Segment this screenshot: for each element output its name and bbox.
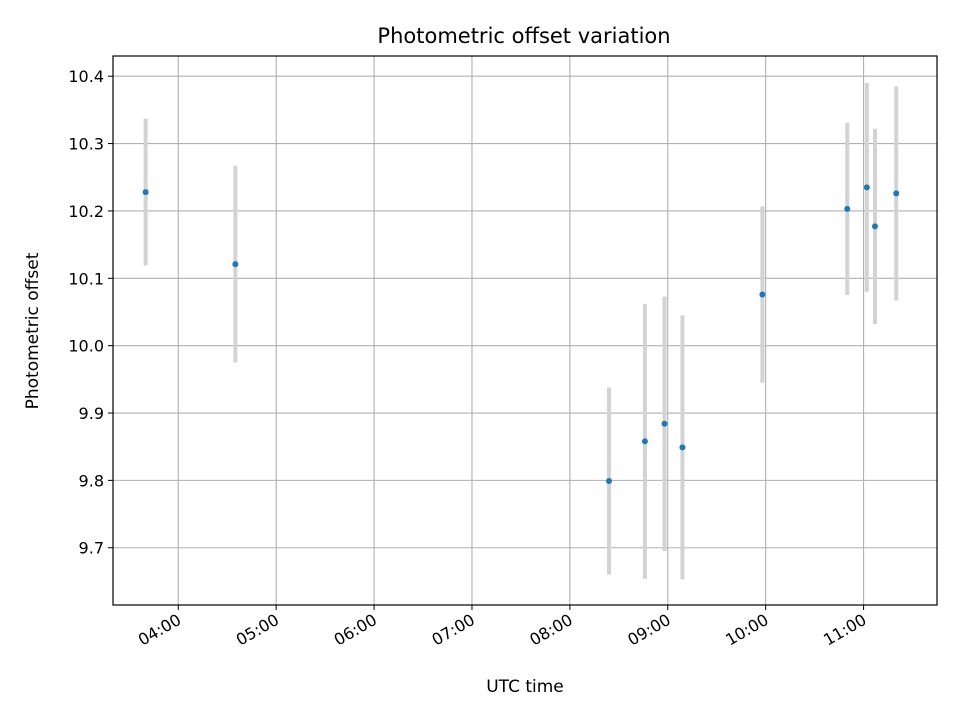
y-tick-label: 9.9 xyxy=(79,404,104,423)
data-point xyxy=(871,223,878,230)
y-axis-label: Photometric offset xyxy=(23,252,43,409)
grid-layer xyxy=(113,56,937,605)
data-point xyxy=(232,261,239,268)
point-layer xyxy=(142,184,900,485)
data-point xyxy=(142,189,149,196)
data-point xyxy=(641,438,648,445)
y-axis: 9.7 9.8 9.9 10.0 10.1 10.2 10.3 10.4 xyxy=(68,67,113,558)
data-point xyxy=(759,291,766,298)
data-point xyxy=(844,205,851,212)
x-axis-label: UTC time xyxy=(486,677,564,697)
y-tick-label: 10.0 xyxy=(68,337,104,356)
y-tick-label: 9.8 xyxy=(79,471,104,490)
y-tick-label: 10.2 xyxy=(68,202,104,221)
data-point xyxy=(606,478,613,485)
data-point xyxy=(863,184,870,191)
data-point xyxy=(661,420,668,427)
plot-frame xyxy=(112,55,938,606)
y-tick-label: 10.4 xyxy=(68,67,104,86)
y-tick-label: 9.7 xyxy=(79,539,104,558)
data-point xyxy=(679,444,686,451)
y-tick-label: 10.1 xyxy=(68,269,104,288)
chart-title: Photometric offset variation xyxy=(377,24,670,48)
y-tick-label: 10.3 xyxy=(68,135,104,154)
data-point xyxy=(893,190,900,197)
